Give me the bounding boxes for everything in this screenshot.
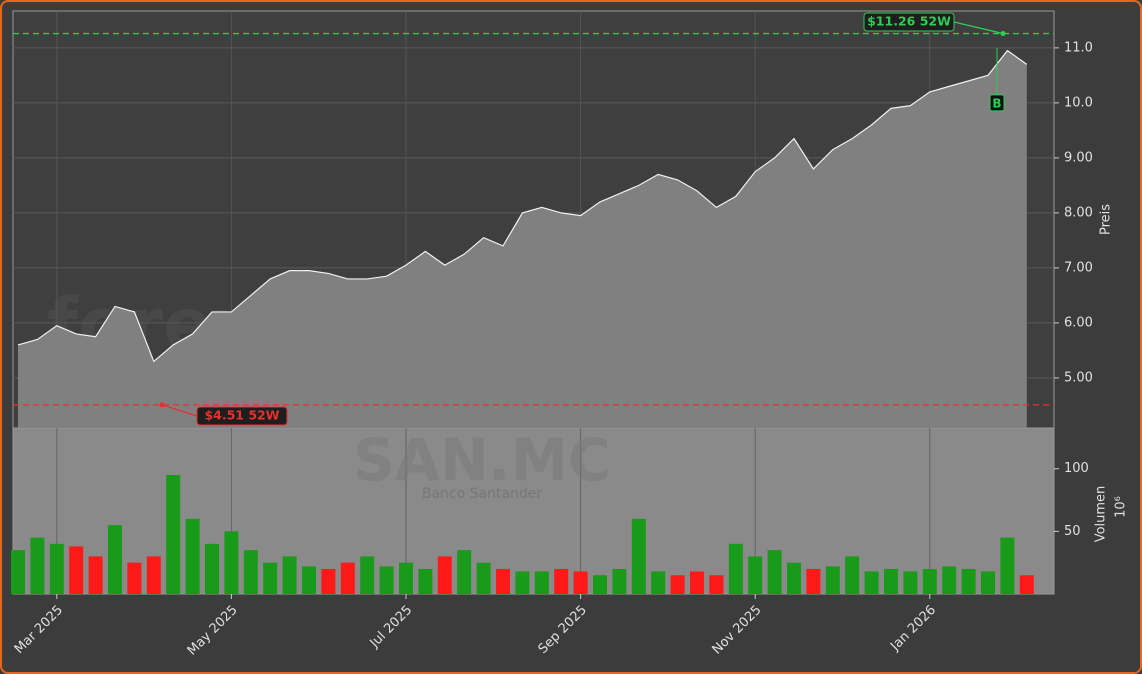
- volume-bar: [49, 543, 64, 594]
- volume-bar: [631, 518, 646, 594]
- volume-bar: [670, 575, 685, 594]
- y-tick-label: 11.0: [1064, 40, 1093, 55]
- volume-bar: [243, 550, 258, 594]
- y-tick-label: 7.00: [1064, 260, 1093, 275]
- y-tick-label: 6.00: [1064, 315, 1093, 330]
- volume-bar: [476, 562, 491, 594]
- volume-bar: [884, 568, 898, 594]
- volume-bar: [922, 568, 937, 594]
- y-tick-label: 5.00: [1064, 370, 1093, 385]
- price-line: [17, 49, 1028, 363]
- signal-label: B: [992, 96, 1001, 110]
- volume-bar: [651, 571, 666, 594]
- volume-bar: [787, 562, 801, 594]
- volume-bar: [981, 571, 995, 594]
- annotation-arrow: [161, 404, 198, 417]
- arrow-head: [159, 402, 165, 408]
- volume-bar: [690, 571, 704, 594]
- signal-box: [989, 94, 1005, 112]
- volume-bar: [282, 556, 297, 594]
- volume-bar: [903, 571, 918, 594]
- volume-bar: [612, 568, 627, 594]
- volume-bar: [340, 562, 355, 594]
- volume-bar: [748, 556, 763, 594]
- volume-bar: [1000, 537, 1015, 594]
- volume-bar: [496, 568, 510, 594]
- volume-bar: [360, 556, 375, 594]
- volume-bar: [593, 575, 607, 594]
- volume-bar: [185, 518, 200, 594]
- annotation-label: $4.51 52W: [204, 408, 279, 423]
- volume-bar: [515, 571, 530, 594]
- volume-bar: [534, 571, 549, 594]
- annotation-arrow: [953, 21, 1004, 35]
- volume-bar: [146, 556, 161, 594]
- x-tick-label: Mar 2025: [12, 603, 66, 657]
- volume-bar: [457, 550, 472, 594]
- x-tick-label: Jan 2026: [887, 603, 939, 655]
- volume-bar: [845, 556, 860, 594]
- volume-bar: [224, 531, 239, 594]
- volume-bar: [108, 525, 122, 594]
- volume-bar: [709, 575, 724, 594]
- volume-bar: [554, 568, 569, 594]
- volume-bar: [166, 474, 181, 594]
- y-tick-label: 8.00: [1064, 205, 1093, 220]
- y-tick-label: 50: [1064, 524, 1081, 539]
- symbol-watermark: SAN.MC: [353, 426, 611, 494]
- volume-bar: [1019, 575, 1034, 594]
- volume-bar: [205, 543, 219, 594]
- y-tick-label: 10.0: [1064, 95, 1093, 110]
- volume-bar: [806, 568, 821, 594]
- volume-bar: [30, 537, 45, 594]
- x-tick-label: Jul 2025: [367, 603, 416, 652]
- volume-bar: [302, 566, 316, 594]
- y-tick-label: 100: [1064, 461, 1089, 476]
- volume-bar: [379, 566, 394, 594]
- y-axis-label: Volumen: [1094, 486, 1109, 543]
- volume-bar: [942, 566, 957, 594]
- volume-bar: [399, 562, 413, 594]
- arrow-head: [1000, 31, 1006, 37]
- y-axis-unit: 10⁶: [1114, 496, 1129, 518]
- y-tick-label: 9.00: [1064, 150, 1093, 165]
- annotation-label: $11.26 52W: [867, 14, 951, 29]
- volume-bar: [127, 562, 142, 594]
- volume-bar: [437, 556, 452, 594]
- volume-bar: [864, 571, 879, 594]
- volume-bar: [88, 556, 103, 594]
- x-tick-label: Nov 2025: [710, 603, 765, 658]
- volume-bar: [418, 568, 433, 594]
- y-axis-label: Preis: [1099, 204, 1114, 235]
- volume-bar: [728, 543, 743, 594]
- volume-bar: [321, 568, 336, 594]
- volume-bar: [767, 550, 782, 594]
- volume-bar: [961, 568, 976, 594]
- x-tick-label: May 2025: [185, 603, 241, 659]
- volume-bar: [11, 550, 25, 594]
- volume-bar: [825, 566, 840, 594]
- volume-bar: [69, 546, 84, 594]
- price-area: [18, 50, 1027, 428]
- volume-bar: [573, 571, 588, 594]
- x-tick-label: Sep 2025: [536, 603, 590, 657]
- company-watermark: Banco Santander: [422, 486, 543, 502]
- volume-bar: [263, 562, 278, 594]
